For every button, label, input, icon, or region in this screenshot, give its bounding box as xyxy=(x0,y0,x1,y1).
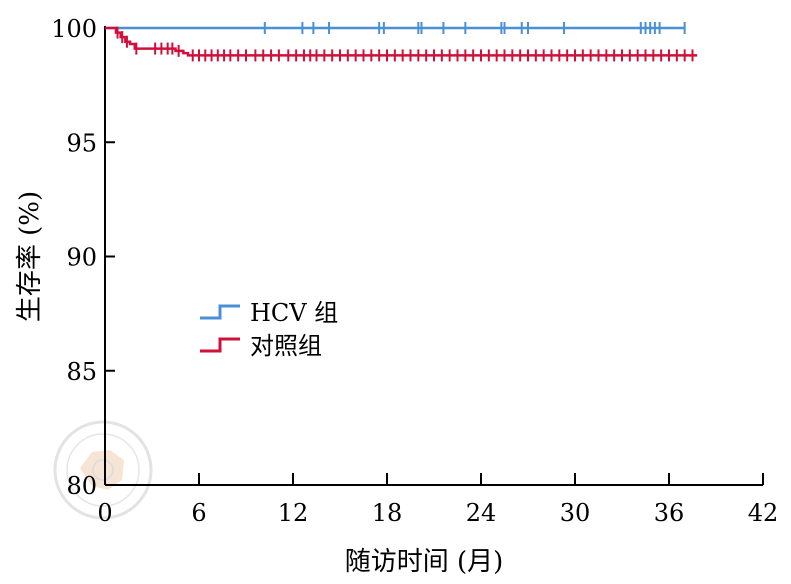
y-tick-label: 95 xyxy=(66,129,97,157)
series-line-1 xyxy=(105,26,698,57)
y-axis-title: 生存率 (%) xyxy=(15,191,45,322)
legend-symbol-hcv xyxy=(200,304,240,320)
y-axis-ticks: 80 85 90 95 100 xyxy=(51,15,115,500)
x-tick-label: 42 xyxy=(748,499,779,527)
x-tick-label: 24 xyxy=(466,499,497,527)
x-tick-label: 18 xyxy=(372,499,403,527)
legend: HCV 组 对照组 xyxy=(200,299,338,360)
legend-symbol-control xyxy=(200,337,240,353)
y-tick-label: 90 xyxy=(66,244,97,272)
x-tick-label: 30 xyxy=(560,499,591,527)
x-axis-title: 随访时间 (月) xyxy=(345,547,504,577)
y-tick-label: 85 xyxy=(66,358,97,386)
watermark-seal-icon xyxy=(53,420,153,520)
y-tick-label: 100 xyxy=(51,15,97,43)
legend-label-control: 对照组 xyxy=(250,332,322,360)
x-tick-label: 12 xyxy=(278,499,309,527)
x-axis-ticks: 0 6 12 18 24 30 36 42 xyxy=(97,473,778,527)
axes xyxy=(104,26,763,486)
x-tick-label: 6 xyxy=(191,499,206,527)
x-tick-label: 36 xyxy=(654,499,685,527)
series-layer xyxy=(105,22,698,62)
x-tick-label: 0 xyxy=(97,499,112,527)
legend-label-hcv: HCV 组 xyxy=(250,299,338,327)
y-tick-label: 80 xyxy=(66,472,97,500)
